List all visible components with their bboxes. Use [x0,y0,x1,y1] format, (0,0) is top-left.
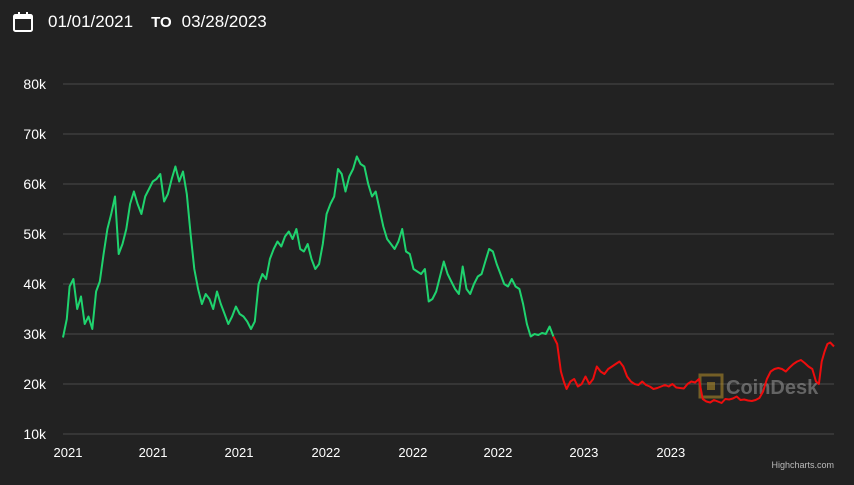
coindesk-logo-icon [698,373,724,399]
x-tick-label: 2022 [398,445,427,460]
y-tick-label: 10k [23,426,47,442]
y-tick-label: 20k [23,376,47,392]
x-axis-labels: 2021 2021 2021 2022 2022 2022 2023 2023 [54,445,686,460]
x-tick-label: 2021 [225,445,254,460]
series-lines [62,155,835,404]
date-range-selector: 01/01/2021 TO 03/28/2023 [12,9,267,35]
x-tick-label: 2022 [483,445,512,460]
x-tick-label: 2023 [656,445,685,460]
range-to-label: TO [151,13,172,31]
price-series-line [552,336,835,404]
x-tick-label: 2021 [139,445,168,460]
coindesk-watermark-text: CoinDesk [726,377,819,399]
y-tick-label: 70k [23,126,47,142]
x-tick-label: 2021 [54,445,83,460]
calendar-icon[interactable] [12,11,34,33]
highcharts-credits[interactable]: Highcharts.com [771,460,834,470]
y-tick-label: 40k [23,276,47,292]
x-tick-label: 2023 [569,445,598,460]
y-tick-label: 30k [23,326,47,342]
price-series-line [62,155,555,338]
y-axis-labels: 10k 20k 30k 40k 50k 60k 70k 80k [23,76,47,442]
range-from-date[interactable]: 01/01/2021 [48,12,134,31]
y-tick-label: 80k [23,76,47,92]
coindesk-watermark: CoinDesk [698,373,819,399]
x-tick-label: 2022 [311,445,340,460]
y-tick-label: 60k [23,176,47,192]
grid-lines [63,83,834,435]
y-tick-label: 50k [23,226,47,242]
range-to-date[interactable]: 03/28/2023 [181,12,267,31]
